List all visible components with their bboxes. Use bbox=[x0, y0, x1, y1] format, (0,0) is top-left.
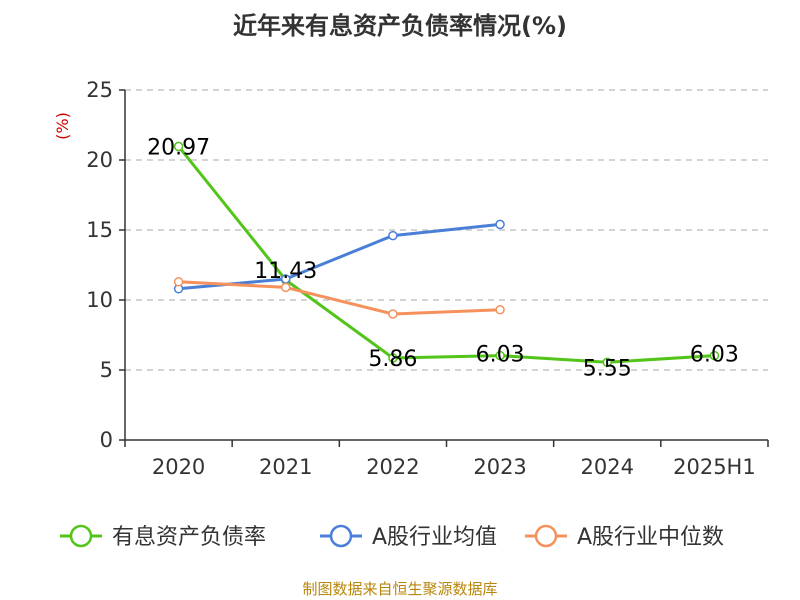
series-lines bbox=[173, 141, 720, 368]
series-line-0 bbox=[177, 145, 715, 364]
legend-marker bbox=[534, 524, 558, 548]
data-labels: 20.97 11.43 5.86 6.03 5.55 6.03 bbox=[147, 135, 739, 381]
data-label: 5.86 bbox=[368, 347, 417, 372]
source-note: 制图数据来自恒生聚源数据库 bbox=[302, 580, 498, 598]
legend-marker bbox=[329, 524, 353, 548]
data-point bbox=[173, 277, 184, 287]
y-tick-labels: 0 5 10 15 20 25 bbox=[86, 78, 113, 452]
y-axis-unit: (%) bbox=[53, 112, 72, 140]
data-label: 6.03 bbox=[476, 343, 525, 368]
y-tick-label: 20 bbox=[86, 148, 113, 172]
x-tick-label: 2020 bbox=[152, 455, 205, 479]
data-label: 11.43 bbox=[254, 259, 317, 284]
data-point bbox=[281, 282, 291, 293]
x-tick-label: 2025H1 bbox=[673, 455, 756, 479]
x-tick-label: 2022 bbox=[366, 455, 419, 479]
chart-title: 近年来有息资产负债率情况(%) bbox=[233, 12, 567, 40]
legend: 有息资产负债率 A股行业均值 A股行业中位数 bbox=[60, 524, 724, 550]
legend-label: A股行业中位数 bbox=[577, 525, 724, 550]
series-line-1 bbox=[178, 222, 501, 291]
y-tick-label: 0 bbox=[100, 428, 113, 452]
legend-marker bbox=[69, 524, 93, 548]
data-point bbox=[173, 141, 184, 152]
data-label: 20.97 bbox=[147, 135, 210, 160]
x-tick-label: 2021 bbox=[259, 455, 312, 479]
data-point bbox=[495, 219, 505, 230]
axes bbox=[119, 89, 769, 447]
data-point bbox=[388, 230, 398, 241]
data-point bbox=[388, 309, 398, 319]
y-tick-label: 15 bbox=[86, 218, 113, 242]
series-line-2 bbox=[178, 280, 501, 316]
data-point bbox=[709, 350, 720, 361]
data-point bbox=[388, 353, 398, 363]
x-tick-labels: 2020 2021 2022 2023 2024 2025H1 bbox=[152, 455, 756, 479]
data-point bbox=[602, 357, 612, 368]
legend-label: 有息资产负债率 bbox=[112, 525, 266, 550]
data-point bbox=[495, 305, 505, 315]
legend-label: A股行业均值 bbox=[372, 525, 497, 550]
data-point bbox=[495, 350, 505, 361]
data-label: 5.55 bbox=[583, 356, 632, 381]
y-tick-label: 25 bbox=[86, 78, 113, 102]
x-tick-label: 2023 bbox=[473, 455, 526, 479]
y-tick-label: 10 bbox=[86, 288, 113, 312]
data-label: 6.03 bbox=[690, 343, 739, 368]
y-tick-label: 5 bbox=[100, 358, 113, 382]
x-tick-label: 2024 bbox=[581, 455, 634, 479]
